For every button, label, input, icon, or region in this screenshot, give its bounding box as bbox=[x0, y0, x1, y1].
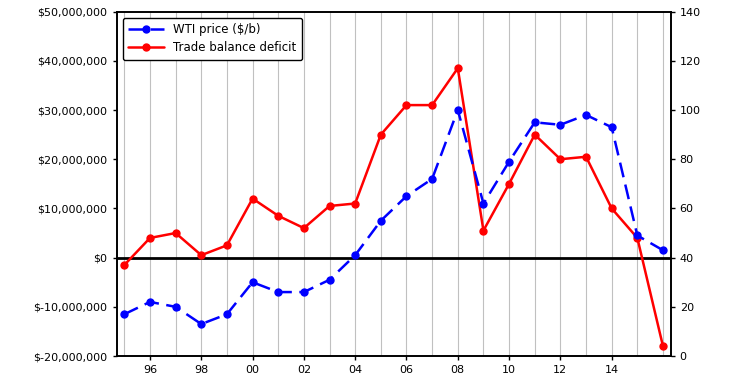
Trade balance deficit bbox=[428, 103, 437, 108]
Trade balance deficit bbox=[146, 236, 155, 240]
Trade balance deficit bbox=[376, 132, 385, 137]
WTI price ($/b) bbox=[351, 253, 359, 257]
WTI price ($/b) bbox=[453, 108, 462, 112]
WTI price ($/b) bbox=[582, 113, 590, 117]
Trade balance deficit bbox=[222, 243, 231, 248]
Trade balance deficit bbox=[300, 226, 308, 230]
WTI price ($/b) bbox=[197, 322, 206, 326]
WTI price ($/b) bbox=[607, 125, 616, 130]
Trade balance deficit bbox=[402, 103, 411, 108]
Trade balance deficit bbox=[120, 263, 129, 267]
WTI price ($/b) bbox=[222, 312, 231, 317]
Line: Trade balance deficit: Trade balance deficit bbox=[121, 65, 666, 350]
WTI price ($/b) bbox=[120, 312, 129, 317]
WTI price ($/b) bbox=[633, 233, 642, 238]
WTI price ($/b) bbox=[376, 218, 385, 223]
WTI price ($/b) bbox=[402, 194, 411, 199]
WTI price ($/b) bbox=[325, 277, 334, 282]
Trade balance deficit bbox=[197, 253, 206, 257]
Trade balance deficit bbox=[171, 231, 180, 235]
WTI price ($/b) bbox=[556, 122, 565, 127]
Trade balance deficit bbox=[248, 196, 257, 201]
WTI price ($/b) bbox=[171, 305, 180, 309]
WTI price ($/b) bbox=[531, 120, 539, 125]
WTI price ($/b) bbox=[428, 176, 437, 181]
WTI price ($/b) bbox=[300, 290, 308, 295]
Trade balance deficit bbox=[504, 182, 513, 186]
Trade balance deficit bbox=[479, 228, 488, 233]
WTI price ($/b) bbox=[479, 201, 488, 206]
Trade balance deficit bbox=[658, 344, 667, 349]
Trade balance deficit bbox=[633, 236, 642, 240]
Trade balance deficit bbox=[556, 157, 565, 161]
WTI price ($/b) bbox=[658, 248, 667, 253]
Trade balance deficit bbox=[274, 214, 283, 218]
WTI price ($/b) bbox=[146, 300, 155, 304]
Legend: WTI price ($/b), Trade balance deficit: WTI price ($/b), Trade balance deficit bbox=[122, 17, 303, 60]
WTI price ($/b) bbox=[274, 290, 283, 295]
Trade balance deficit bbox=[607, 206, 616, 211]
Trade balance deficit bbox=[325, 204, 334, 208]
Trade balance deficit bbox=[453, 66, 462, 70]
Trade balance deficit bbox=[351, 201, 359, 206]
Line: WTI price ($/b): WTI price ($/b) bbox=[121, 106, 666, 327]
Trade balance deficit bbox=[582, 154, 590, 159]
WTI price ($/b) bbox=[504, 159, 513, 164]
Trade balance deficit bbox=[531, 132, 539, 137]
WTI price ($/b) bbox=[248, 280, 257, 284]
